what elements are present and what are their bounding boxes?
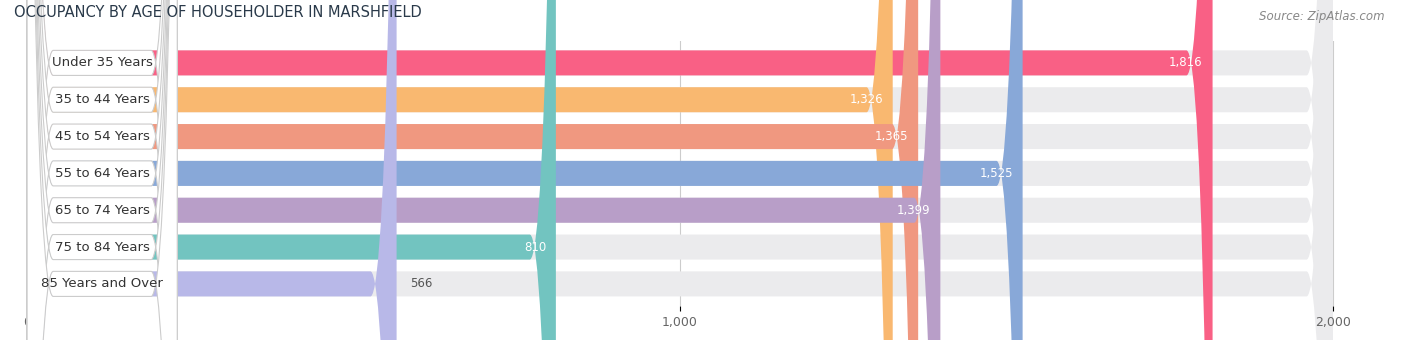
Text: Under 35 Years: Under 35 Years — [52, 56, 153, 69]
Text: 810: 810 — [524, 241, 546, 254]
FancyBboxPatch shape — [27, 0, 177, 340]
Text: 75 to 84 Years: 75 to 84 Years — [55, 241, 149, 254]
FancyBboxPatch shape — [27, 0, 1333, 340]
Text: 1,399: 1,399 — [897, 204, 931, 217]
FancyBboxPatch shape — [27, 0, 1333, 340]
FancyBboxPatch shape — [27, 0, 177, 340]
FancyBboxPatch shape — [27, 0, 177, 340]
Text: 45 to 54 Years: 45 to 54 Years — [55, 130, 149, 143]
Text: 1,326: 1,326 — [849, 93, 883, 106]
FancyBboxPatch shape — [27, 0, 1333, 340]
FancyBboxPatch shape — [27, 0, 1022, 340]
FancyBboxPatch shape — [27, 0, 1333, 340]
Text: 55 to 64 Years: 55 to 64 Years — [55, 167, 149, 180]
FancyBboxPatch shape — [27, 0, 941, 340]
FancyBboxPatch shape — [27, 0, 177, 340]
FancyBboxPatch shape — [27, 0, 555, 340]
FancyBboxPatch shape — [27, 0, 1333, 340]
FancyBboxPatch shape — [27, 0, 177, 340]
FancyBboxPatch shape — [27, 0, 1333, 340]
Text: 1,365: 1,365 — [875, 130, 908, 143]
Text: Source: ZipAtlas.com: Source: ZipAtlas.com — [1260, 10, 1385, 23]
FancyBboxPatch shape — [27, 0, 177, 340]
FancyBboxPatch shape — [27, 0, 396, 340]
Text: 85 Years and Over: 85 Years and Over — [41, 277, 163, 290]
Text: 35 to 44 Years: 35 to 44 Years — [55, 93, 149, 106]
FancyBboxPatch shape — [27, 0, 1212, 340]
Text: OCCUPANCY BY AGE OF HOUSEHOLDER IN MARSHFIELD: OCCUPANCY BY AGE OF HOUSEHOLDER IN MARSH… — [14, 4, 422, 20]
FancyBboxPatch shape — [27, 0, 918, 340]
Text: 1,525: 1,525 — [980, 167, 1012, 180]
Text: 566: 566 — [409, 277, 432, 290]
Text: 65 to 74 Years: 65 to 74 Years — [55, 204, 149, 217]
FancyBboxPatch shape — [27, 0, 177, 340]
FancyBboxPatch shape — [27, 0, 1333, 340]
Text: 1,816: 1,816 — [1170, 56, 1202, 69]
FancyBboxPatch shape — [27, 0, 893, 340]
